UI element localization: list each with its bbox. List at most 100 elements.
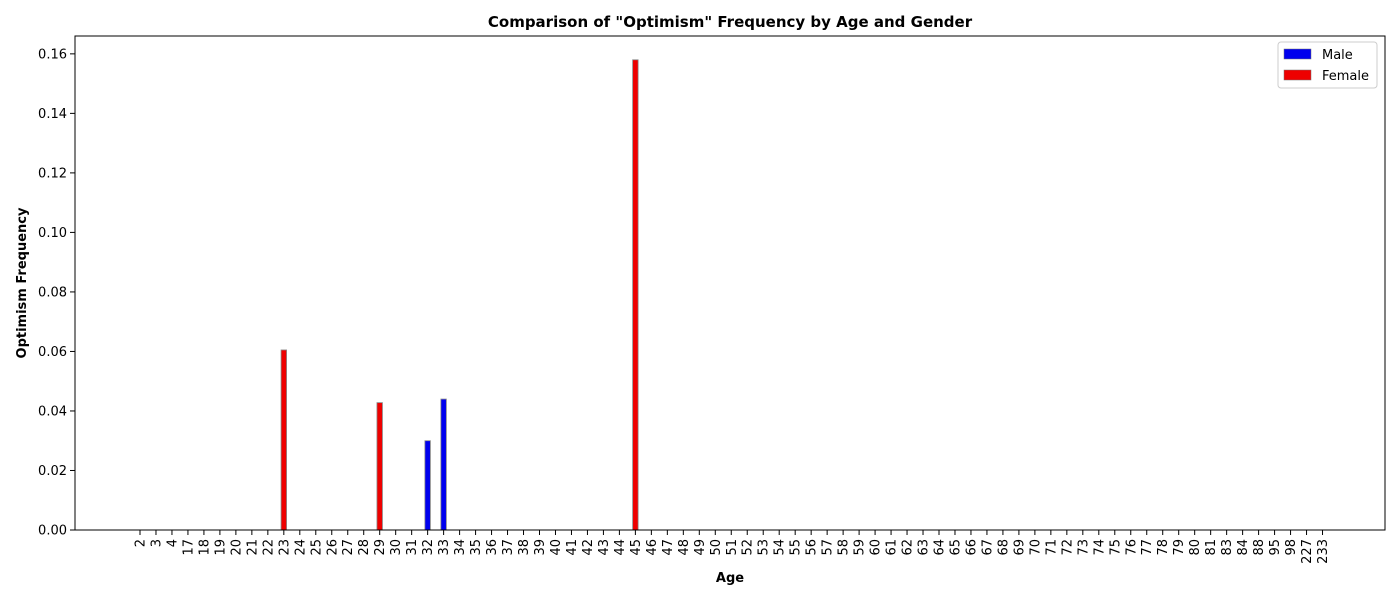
x-tick-label: 60 [869, 539, 884, 556]
x-tick-label: 95 [1268, 539, 1283, 556]
x-tick-label: 88 [1252, 539, 1267, 556]
x-tick-label: 55 [789, 539, 804, 556]
bar-female-age-29 [376, 402, 383, 531]
x-tick-label: 70 [1028, 539, 1043, 556]
bar-male-age-33 [440, 398, 447, 531]
x-axis-ticks: 2 3 4 17 18 19 20 21 22 23 24 25 26 27 28 29 30 31 32 33 34 3… [134, 530, 1331, 564]
x-tick-label: 73 [1076, 539, 1091, 556]
x-tick-label: 22 [261, 539, 276, 556]
y-tick-label: 0.16 [38, 47, 67, 62]
x-tick-label: 36 [485, 539, 500, 556]
x-tick-label: 77 [1140, 539, 1155, 556]
x-tick-label: 53 [757, 539, 772, 556]
x-tick-label: 49 [693, 539, 708, 556]
x-tick-label: 3 [149, 539, 164, 547]
x-tick-label: 71 [1044, 539, 1059, 556]
bar-male-age-32 [424, 440, 431, 531]
x-tick-label: 2 [134, 539, 149, 547]
y-tick-label: 0.10 [38, 226, 67, 241]
x-tick-label: 45 [629, 539, 644, 556]
x-tick-label: 62 [901, 539, 916, 556]
x-tick-label: 48 [677, 539, 692, 556]
x-tick-label: 24 [293, 539, 308, 556]
y-tick-label: 0.04 [38, 404, 67, 419]
x-tick-label: 79 [1172, 539, 1187, 556]
y-tick-label: 0.00 [38, 524, 67, 539]
y-tick-label: 0.12 [38, 166, 67, 181]
x-tick-label: 37 [501, 539, 516, 556]
legend-swatch-female [1283, 69, 1312, 81]
x-tick-label: 54 [773, 539, 788, 556]
x-tick-label: 17 [181, 539, 196, 556]
y-tick-label: 0.02 [38, 464, 67, 479]
x-tick-label: 64 [933, 539, 948, 556]
x-tick-label: 4 [165, 539, 180, 547]
x-tick-label: 29 [373, 539, 388, 556]
y-tick-label: 0.14 [38, 107, 67, 122]
x-tick-label: 50 [709, 539, 724, 556]
x-tick-label: 233 [1316, 539, 1331, 564]
x-tick-label: 23 [277, 539, 292, 556]
x-tick-label: 67 [980, 539, 995, 556]
x-tick-label: 28 [357, 539, 372, 556]
x-axis-label: Age [716, 571, 744, 586]
legend: Male Female [1277, 41, 1378, 89]
plot-frame [74, 35, 1386, 531]
x-tick-label: 65 [948, 539, 963, 556]
legend-swatch-male [1283, 48, 1312, 60]
x-tick-label: 31 [405, 539, 420, 556]
x-tick-label: 39 [533, 539, 548, 556]
x-tick-label: 18 [197, 539, 212, 556]
x-tick-label: 72 [1060, 539, 1075, 556]
x-tick-label: 27 [341, 539, 356, 556]
bar-female-age-45 [632, 59, 639, 531]
x-tick-label: 68 [996, 539, 1011, 556]
x-tick-label: 44 [613, 539, 628, 556]
bars [280, 59, 639, 531]
x-tick-label: 76 [1124, 539, 1139, 556]
x-tick-label: 26 [325, 539, 340, 556]
x-tick-label: 63 [917, 539, 932, 556]
x-tick-label: 57 [821, 539, 836, 556]
legend-label-female: Female [1322, 69, 1369, 84]
x-tick-label: 30 [389, 539, 404, 556]
x-tick-label: 21 [245, 539, 260, 556]
x-tick-label: 58 [837, 539, 852, 556]
x-tick-label: 46 [645, 539, 660, 556]
x-tick-label: 227 [1300, 539, 1315, 564]
x-tick-label: 20 [229, 539, 244, 556]
chart-title: Comparison of "Optimism" Frequency by Ag… [488, 13, 973, 31]
x-tick-label: 78 [1156, 539, 1171, 556]
x-tick-label: 84 [1236, 539, 1251, 556]
x-tick-label: 43 [597, 539, 612, 556]
x-tick-label: 38 [517, 539, 532, 556]
legend-label-male: Male [1322, 48, 1353, 63]
x-tick-label: 80 [1188, 539, 1203, 556]
x-tick-label: 66 [964, 539, 979, 556]
x-tick-label: 83 [1220, 539, 1235, 556]
bar-female-age-23 [280, 349, 287, 531]
x-tick-label: 34 [453, 539, 468, 556]
x-tick-label: 59 [853, 539, 868, 556]
x-tick-label: 47 [661, 539, 676, 556]
x-tick-label: 52 [741, 539, 756, 556]
x-tick-label: 25 [309, 539, 324, 556]
y-axis-ticks: 0.00 0.02 0.04 0.06 0.08 0.10 0.12 0.14 0.16 [38, 47, 75, 539]
x-tick-label: 75 [1108, 539, 1123, 556]
x-tick-label: 35 [469, 539, 484, 556]
y-tick-label: 0.08 [38, 285, 67, 300]
y-axis-label: Optimism Frequency [15, 207, 30, 358]
x-tick-label: 98 [1284, 539, 1299, 556]
x-tick-label: 41 [565, 539, 580, 556]
x-tick-label: 42 [581, 539, 596, 556]
x-tick-label: 40 [549, 539, 564, 556]
x-tick-label: 61 [885, 539, 900, 556]
x-tick-label: 19 [213, 539, 228, 556]
x-tick-label: 51 [725, 539, 740, 556]
x-tick-label: 33 [437, 539, 452, 556]
x-tick-label: 32 [421, 539, 436, 556]
x-tick-label: 69 [1012, 539, 1027, 556]
x-tick-label: 81 [1204, 539, 1219, 556]
y-tick-label: 0.06 [38, 345, 67, 360]
